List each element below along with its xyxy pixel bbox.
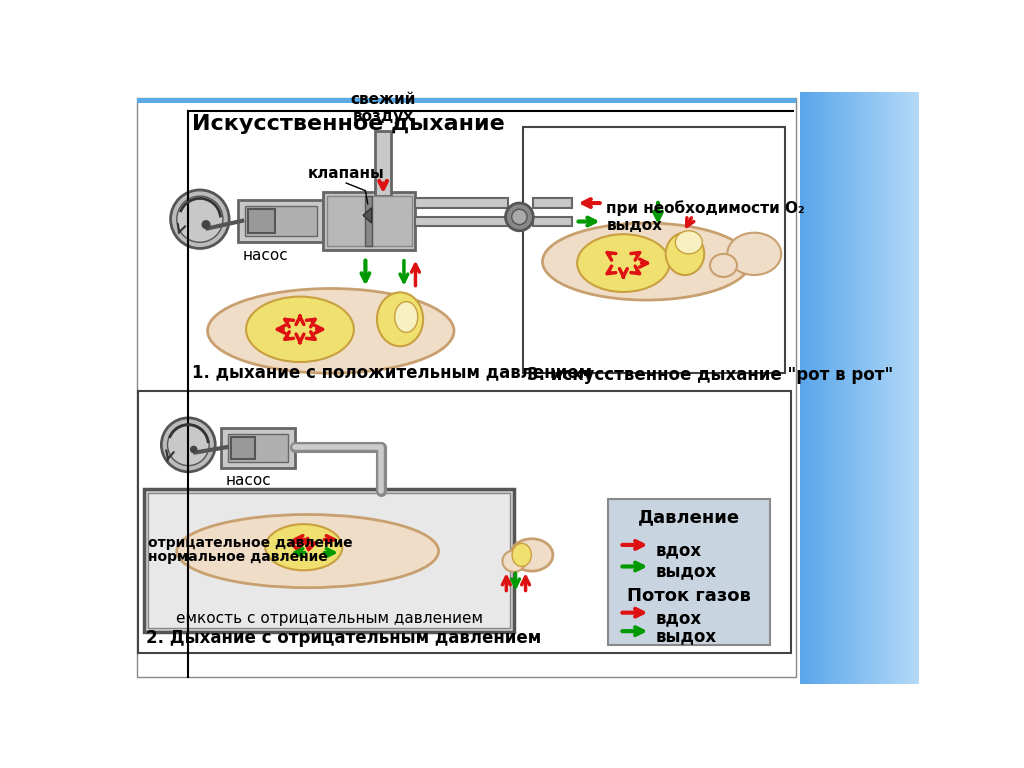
Bar xyxy=(608,498,770,645)
Bar xyxy=(534,198,571,207)
Text: Поток газов: Поток газов xyxy=(627,588,751,605)
Text: выдох: выдох xyxy=(606,218,663,233)
Text: выдох: выдох xyxy=(655,563,717,581)
Ellipse shape xyxy=(512,544,531,567)
Text: клапаны: клапаны xyxy=(307,166,384,180)
Circle shape xyxy=(177,196,223,243)
Text: 3. искусственное дыхание "рот в рот": 3. искусственное дыхание "рот в рот" xyxy=(527,366,893,383)
Circle shape xyxy=(171,190,229,249)
Bar xyxy=(248,209,274,233)
Ellipse shape xyxy=(578,234,670,292)
Bar xyxy=(376,131,391,196)
Bar xyxy=(227,434,289,462)
Bar xyxy=(144,489,514,632)
Text: отрицательное давление: отрицательное давление xyxy=(147,536,352,550)
Circle shape xyxy=(190,446,197,452)
Text: при необходимости O₂: при необходимости O₂ xyxy=(606,200,805,216)
Text: насос: насос xyxy=(243,248,288,263)
Bar xyxy=(323,192,416,250)
Ellipse shape xyxy=(503,551,525,572)
Text: 2. Дыхание с отрицательным давлением: 2. Дыхание с отрицательным давлением xyxy=(146,628,542,647)
Ellipse shape xyxy=(394,302,418,333)
Bar xyxy=(416,217,508,226)
Bar xyxy=(523,127,785,373)
Circle shape xyxy=(506,203,534,230)
Text: Искусственное дыхание: Искусственное дыхание xyxy=(193,114,505,134)
Ellipse shape xyxy=(676,230,702,254)
Bar xyxy=(148,493,510,628)
Ellipse shape xyxy=(265,524,342,571)
Bar xyxy=(239,200,323,243)
Text: емкость с отрицательным давлением: емкость с отрицательным давлением xyxy=(176,611,482,626)
Ellipse shape xyxy=(208,289,454,373)
Ellipse shape xyxy=(727,233,781,275)
Ellipse shape xyxy=(710,254,737,277)
Text: свежий
воздух: свежий воздух xyxy=(350,92,416,124)
Circle shape xyxy=(162,418,215,472)
Bar xyxy=(534,217,571,226)
Bar xyxy=(327,196,412,247)
Ellipse shape xyxy=(666,233,705,275)
Text: выдох: выдох xyxy=(655,627,717,645)
Ellipse shape xyxy=(543,223,751,300)
Circle shape xyxy=(202,220,210,228)
Text: насос: насос xyxy=(225,472,271,488)
Bar xyxy=(137,98,796,103)
Ellipse shape xyxy=(377,293,423,346)
Ellipse shape xyxy=(511,539,553,571)
Ellipse shape xyxy=(177,515,438,588)
Ellipse shape xyxy=(246,296,354,362)
Text: 1. дыхание с положительным давлением: 1. дыхание с положительным давлением xyxy=(193,363,592,381)
Bar xyxy=(221,428,295,468)
Text: нормальное давление: нормальное давление xyxy=(147,550,328,564)
Text: вдох: вдох xyxy=(655,541,701,559)
Circle shape xyxy=(168,424,209,465)
Polygon shape xyxy=(364,207,372,223)
Bar xyxy=(366,196,372,247)
Bar xyxy=(138,391,792,653)
Bar xyxy=(245,206,316,236)
Bar xyxy=(416,198,508,207)
Text: вдох: вдох xyxy=(655,609,701,627)
Circle shape xyxy=(512,209,527,224)
Text: Давление: Давление xyxy=(638,508,740,526)
Bar xyxy=(137,98,796,677)
Bar xyxy=(230,437,255,458)
